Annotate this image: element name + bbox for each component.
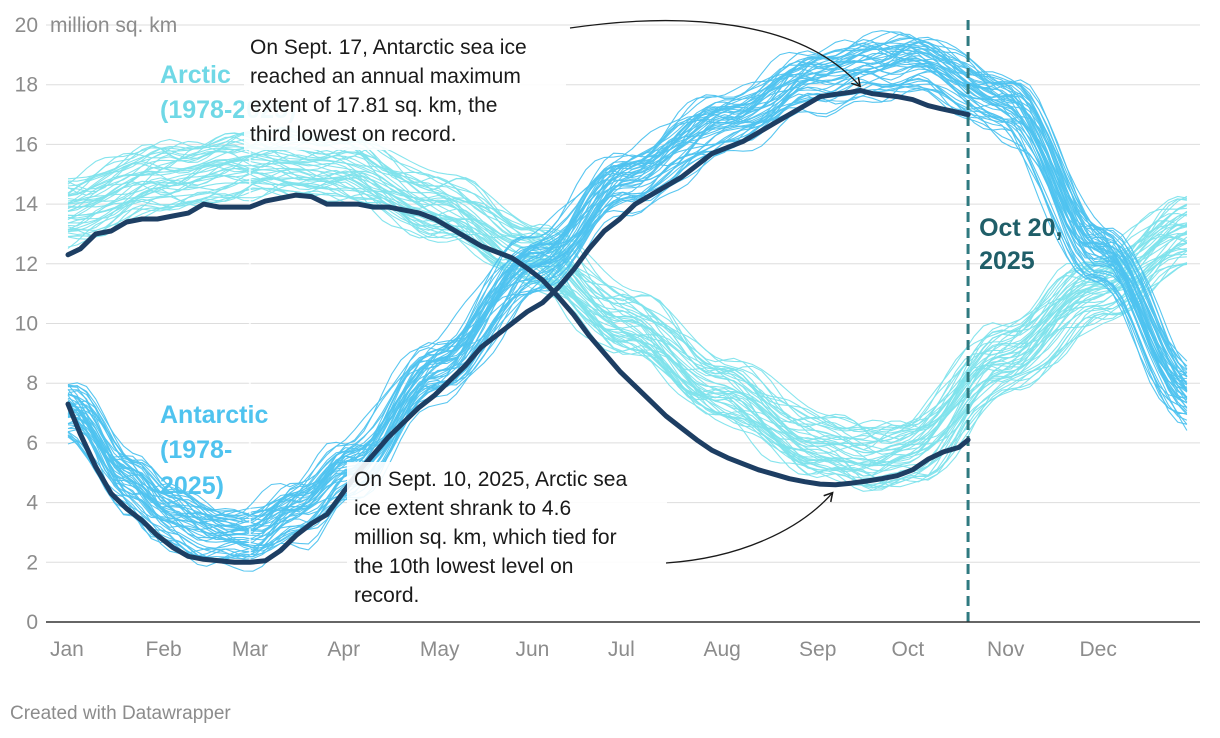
- historical-year-line: [67, 41, 1188, 532]
- historical-year-line: [67, 52, 1188, 531]
- historical-year-line: [67, 181, 1187, 484]
- antarctic-historical-lines: [67, 30, 1188, 572]
- antarctic-max-annotation-text: reached an annual maximum: [250, 65, 521, 88]
- gridlines: [46, 24, 1200, 563]
- y-tick-label: 0: [26, 611, 38, 634]
- current-year-lines: [65, 87, 971, 565]
- historical-year-line: [67, 181, 1188, 486]
- x-tick-label: Mar: [232, 638, 268, 661]
- historical-year-line: [67, 85, 1188, 563]
- sea-ice-chart: Oct 20, 2025 0 2 4 6 8 10 12 14 16 18 20 million sq.…: [15, 14, 1200, 661]
- antarctic-max-annotation-text: third lowest on record.: [250, 123, 457, 146]
- historical-year-line: [67, 87, 1188, 572]
- y-tick-label: 4: [26, 492, 38, 515]
- arctic-min-annotation-text: ice extent shrank to 4.6: [354, 497, 571, 520]
- historical-year-line: [67, 181, 1188, 479]
- y-tick-label: 18: [15, 74, 38, 97]
- arctic-min-annotation-text: the 10th lowest level on: [354, 555, 573, 578]
- historical-year-line: [67, 77, 1188, 558]
- x-tick-label: Jul: [608, 638, 635, 661]
- arctic-min-annotation-text: record.: [354, 584, 419, 607]
- axes: 0 2 4 6 8 10 12 14 16 18 20 million sq. km Jan Feb Mar…: [15, 14, 1200, 661]
- historical-year-line: [67, 65, 1188, 546]
- historical-year-line: [67, 146, 1188, 446]
- historical-year-line: [67, 42, 1188, 521]
- historical-year-line: [67, 168, 1188, 467]
- x-tick-label: Apr: [327, 638, 360, 661]
- historical-year-line: [67, 86, 1187, 567]
- x-tick-label: Sep: [799, 638, 836, 661]
- arctic-historical-lines: [67, 127, 1188, 492]
- historical-year-line: [67, 144, 1188, 443]
- historical-year-line: [68, 172, 1187, 487]
- historical-year-line: [67, 39, 1188, 530]
- arctic-2025-line: [65, 192, 971, 488]
- historical-year-line: [67, 177, 1188, 472]
- y-tick-label: 16: [15, 133, 38, 156]
- y-tick-label: 10: [15, 313, 38, 336]
- historical-year-line: [67, 54, 1188, 544]
- annotation-background: [347, 462, 667, 608]
- historical-year-line: [67, 187, 1187, 491]
- historical-year-line: [67, 59, 1188, 547]
- antarctic-max-annotation-text: On Sept. 17, Antarctic sea ice: [250, 36, 527, 59]
- x-tick-label: Feb: [146, 638, 182, 661]
- x-tick-label: Dec: [1080, 638, 1117, 661]
- historical-year-line: [67, 165, 1188, 471]
- historical-year-line: [67, 44, 1188, 530]
- annotation-background: [244, 28, 566, 150]
- antarctic-series-label: 2025): [160, 472, 224, 500]
- x-tick-label: Nov: [987, 638, 1025, 661]
- reference-line-group: Oct 20, 2025: [966, 20, 1062, 622]
- x-tick-label: Aug: [703, 638, 740, 661]
- historical-year-line: [67, 77, 1188, 560]
- arctic-min-annotation-text: million sq. km, which tied for: [354, 526, 617, 549]
- x-tick-label: Jun: [515, 638, 549, 661]
- y-tick-label: 6: [26, 432, 38, 455]
- historical-year-line: [67, 158, 1188, 464]
- historical-year-line: [67, 173, 1188, 474]
- y-tick-label: 14: [15, 193, 39, 216]
- annotations: On Sept. 17, Antarctic sea ice reached an…: [244, 19, 862, 608]
- x-tick-label: Jan: [50, 638, 84, 661]
- historical-year-line: [67, 50, 1188, 534]
- y-tick-label: 2: [26, 551, 38, 574]
- annotation-arrow: [665, 491, 834, 564]
- y-tick-label: 8: [26, 372, 38, 395]
- x-tick-label: May: [420, 638, 460, 661]
- antarctic-series-label: Antarctic: [160, 401, 268, 429]
- arctic-series-label: Arctic: [160, 61, 231, 89]
- historical-year-line: [67, 153, 1188, 477]
- y-unit-label: million sq. km: [50, 14, 177, 37]
- annotation-arrow: [569, 19, 862, 88]
- historical-year-line: [67, 48, 1188, 534]
- arctic-min-annotation-text: On Sept. 10, 2025, Arctic sea: [354, 468, 627, 491]
- antarctic-max-annotation-text: extent of 17.81 sq. km, the: [250, 94, 497, 117]
- y-tick-label: 12: [15, 253, 38, 276]
- historical-year-line: [67, 31, 1187, 517]
- reference-date-label: Oct 20,: [979, 214, 1062, 242]
- footer-credit: Created with Datawrapper: [10, 703, 231, 724]
- reference-date-label: 2025: [979, 247, 1035, 275]
- historical-year-line: [67, 168, 1188, 467]
- x-tick-label: Oct: [892, 638, 925, 661]
- y-tick-label: 20: [15, 14, 38, 37]
- antarctic-2025-line: [65, 87, 971, 565]
- historical-year-line: [67, 149, 1188, 455]
- antarctic-series-label: (1978-: [160, 436, 232, 464]
- historical-year-line: [67, 33, 1188, 516]
